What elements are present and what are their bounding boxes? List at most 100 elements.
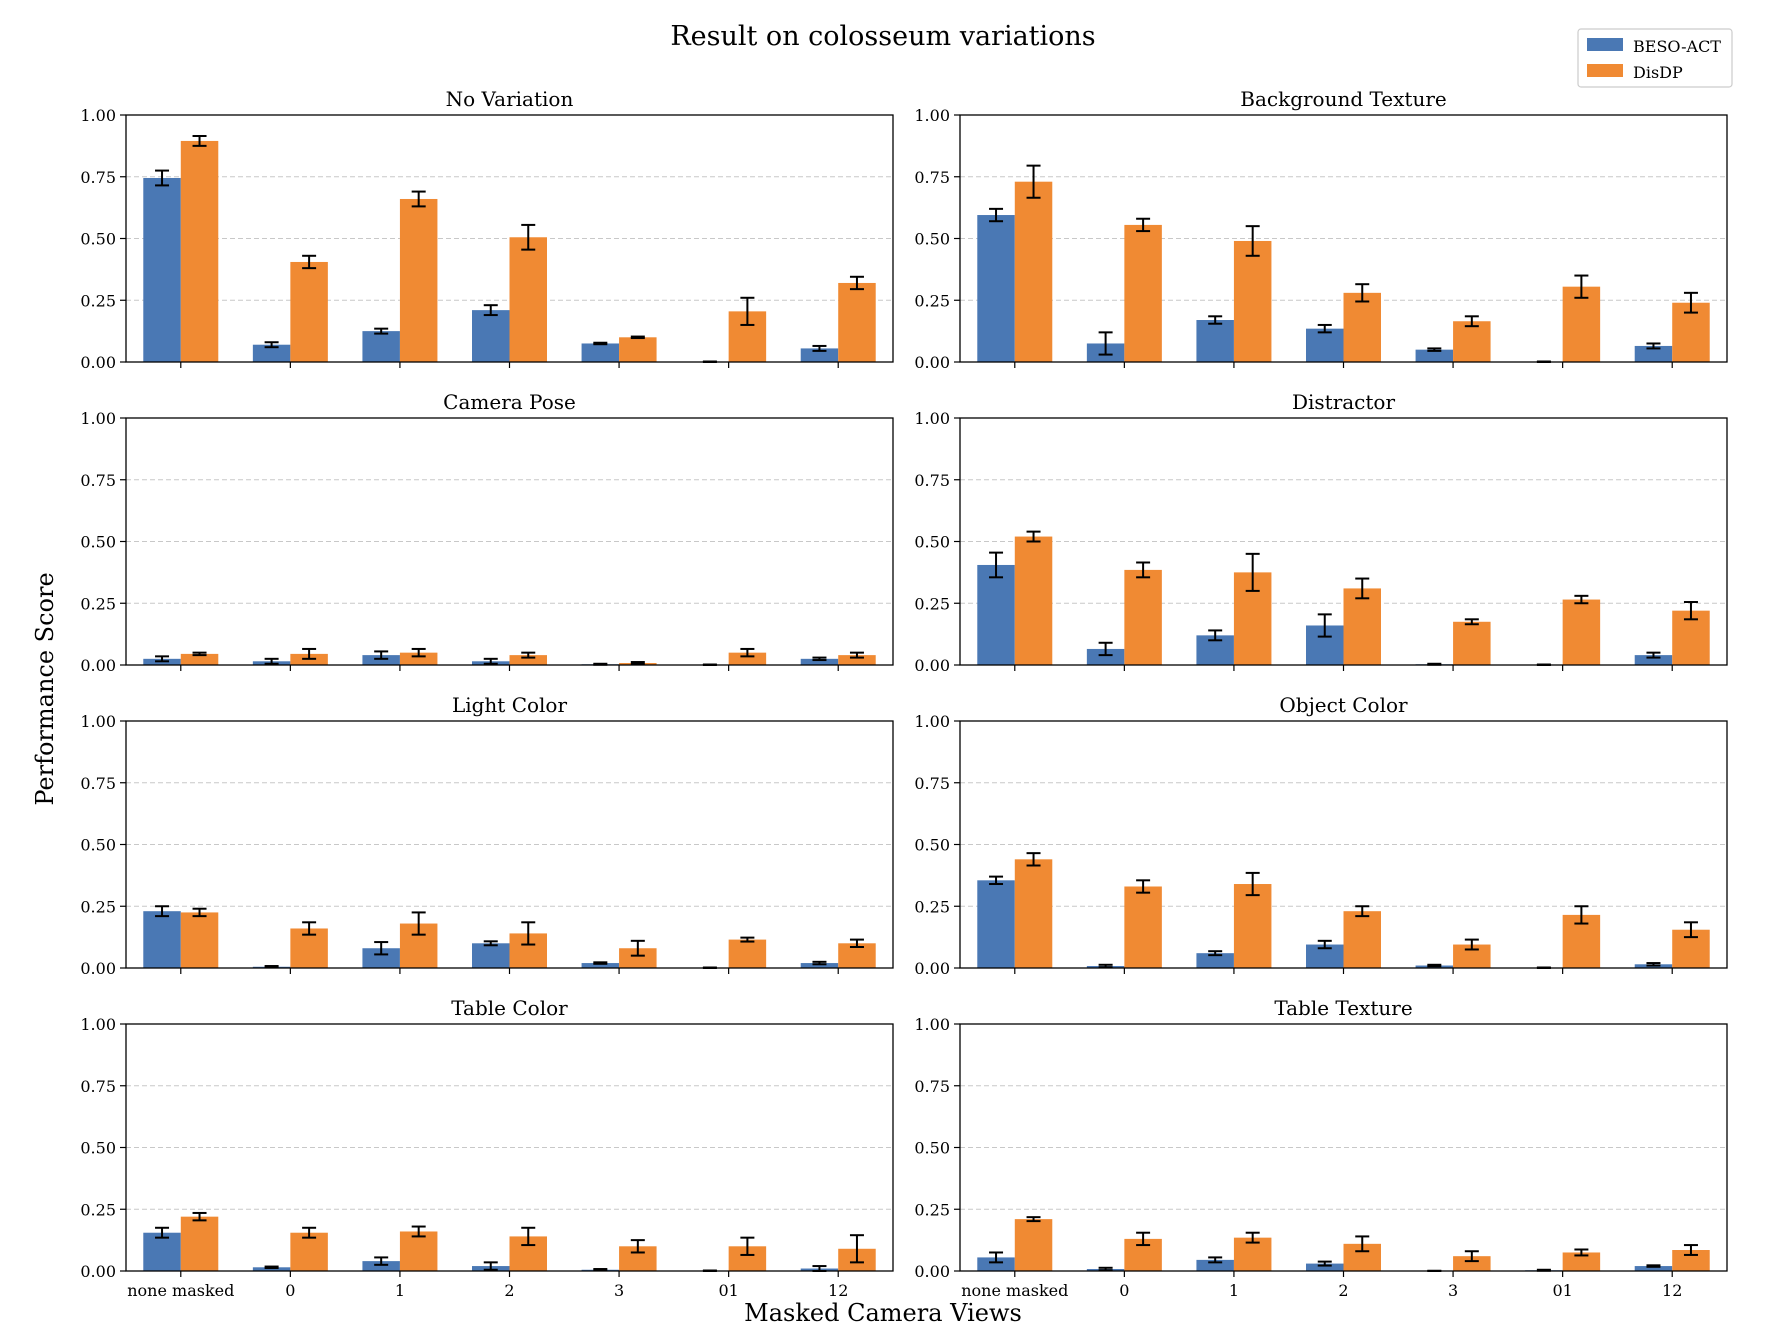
legend-swatch-disdp [1587,64,1623,77]
y-tick-label: 1.00 [914,712,950,731]
bar-disdp-01 [1562,286,1601,362]
errorbar-beso-act-0 [264,1265,279,1270]
bar-disdp-1 [399,652,438,665]
panel-background-texture: Background Texture 0.00 0.25 0.50 0.75 1.00 [914,87,1728,372]
errorbar-disdp-1 [1245,552,1260,592]
errorbar-disdp-3 [630,939,645,957]
errorbar-disdp-12 [1683,291,1698,314]
y-tick-label: 1.00 [914,106,950,125]
y-tick-label: 0.75 [80,471,116,490]
panel-object-color: Object Color 0.00 0.25 0.50 0.75 1.00 [914,693,1728,978]
x-tick-label: 2 [504,1281,514,1300]
errorbar-beso-act-12 [1646,651,1661,659]
errorbar-disdp-2 [1355,905,1370,918]
panels: No Variation0.000.250.500.751.00Backgrou… [80,87,1728,1300]
errorbar-beso-act-12 [1646,342,1661,350]
bar-disdp-01 [728,652,767,665]
errorbar-beso-act-2 [483,940,498,947]
panel-title: Distractor [1292,390,1395,414]
chart-title: Result on colosseum variations [670,21,1095,52]
y-tick-label: 0.75 [80,168,116,187]
errorbar-disdp-1 [411,647,426,658]
errorbar-disdp-0 [302,254,317,270]
errorbar-beso-act-1 [1208,315,1223,325]
errorbar-disdp-1 [1245,871,1260,897]
errorbar-beso-act-none-masked [989,1251,1004,1264]
errorbar-beso-act-none-masked [989,551,1004,579]
axes-frame [125,720,894,969]
bar-beso-act-12 [800,348,839,362]
y-tick-label: 0.50 [914,836,950,855]
panel-title: Background Texture [1240,87,1446,111]
bar-disdp-0 [1124,224,1162,362]
errorbar-beso-act-1 [374,941,389,956]
panel-title: Table Color [451,996,568,1020]
errorbar-disdp-2 [1355,1235,1370,1253]
errorbar-disdp-2 [521,223,536,251]
errorbar-beso-act-2 [1317,613,1332,638]
bar-disdp-3 [619,948,657,968]
x-tick-label: 01 [1552,1281,1572,1300]
errorbar-beso-act-1 [374,327,389,335]
errorbar-disdp-3 [1464,618,1479,626]
errorbar-disdp-none-masked [1026,530,1041,543]
x-tick-label: none masked [961,1281,1068,1300]
errorbar-beso-act-2 [1317,1260,1332,1267]
legend-swatch-beso-act [1587,38,1623,51]
bar-disdp-2 [509,655,547,665]
axes-frame [959,417,1728,666]
bar-disdp-1 [1233,240,1272,362]
x-tick-label: 01 [718,1281,738,1300]
bar-beso-act-3 [1415,349,1454,362]
bar-disdp-2 [1343,911,1381,968]
bar-beso-act-3 [581,963,620,968]
axes-frame [125,417,894,666]
panel-light-color: Light Color 0.00 0.25 0.50 0.75 1.00 [80,693,894,978]
bar-disdp-01 [1562,599,1601,665]
errorbar-disdp-01 [740,936,755,943]
errorbar-disdp-12 [849,651,864,659]
bar-disdp-none-masked [180,140,219,362]
errorbar-beso-act-none-masked [155,1226,170,1239]
y-tick-label: 0.00 [80,959,116,978]
bar-beso-act-0 [252,344,291,362]
errorbar-beso-act-3 [593,1268,608,1272]
legend-label-beso-act: BESO-ACT [1633,37,1721,56]
errorbar-disdp-none-masked [192,907,207,918]
bar-disdp-none-masked [180,1216,219,1271]
bar-beso-act-12 [800,658,839,665]
y-tick-label: 0.00 [914,1262,950,1281]
bar-beso-act-1 [362,1261,400,1271]
bar-beso-act-1 [1196,320,1234,362]
errorbar-disdp-3 [630,661,645,666]
errorbar-beso-act-none-masked [155,655,170,663]
errorbar-disdp-3 [1464,315,1479,328]
y-tick-label: 1.00 [80,106,116,125]
errorbar-disdp-01 [1574,1248,1589,1257]
errorbar-disdp-none-masked [1026,164,1041,199]
errorbar-disdp-01 [1574,905,1589,925]
bar-disdp-12 [1672,1250,1710,1271]
y-tick-label: 0.75 [914,471,950,490]
bar-disdp-0 [1124,886,1162,968]
x-tick-label: 0 [285,1281,295,1300]
bar-beso-act-12 [1634,345,1673,362]
errorbar-disdp-2 [521,921,536,946]
bar-disdp-none-masked [180,653,219,665]
errorbar-beso-act-0 [264,657,279,665]
bar-disdp-3 [1453,621,1491,665]
x-tick-label: 1 [1229,1281,1239,1300]
y-tick-label: 0.00 [80,353,116,372]
x-tick-label: 12 [828,1281,848,1300]
panel-distractor: Distractor 0.00 0.25 0.50 0.75 1.00 [914,390,1728,675]
bar-beso-act-2 [1306,328,1344,362]
axes-frame [125,114,894,363]
bar-beso-act-1 [362,331,400,362]
errorbar-beso-act-3 [593,961,608,965]
panel-title: Object Color [1279,693,1408,717]
bar-beso-act-12 [1634,1266,1673,1271]
bar-disdp-3 [1453,321,1491,362]
bar-beso-act-none-masked [143,177,181,362]
panel-title: Camera Pose [443,390,576,414]
bar-disdp-none-masked [1014,536,1053,665]
